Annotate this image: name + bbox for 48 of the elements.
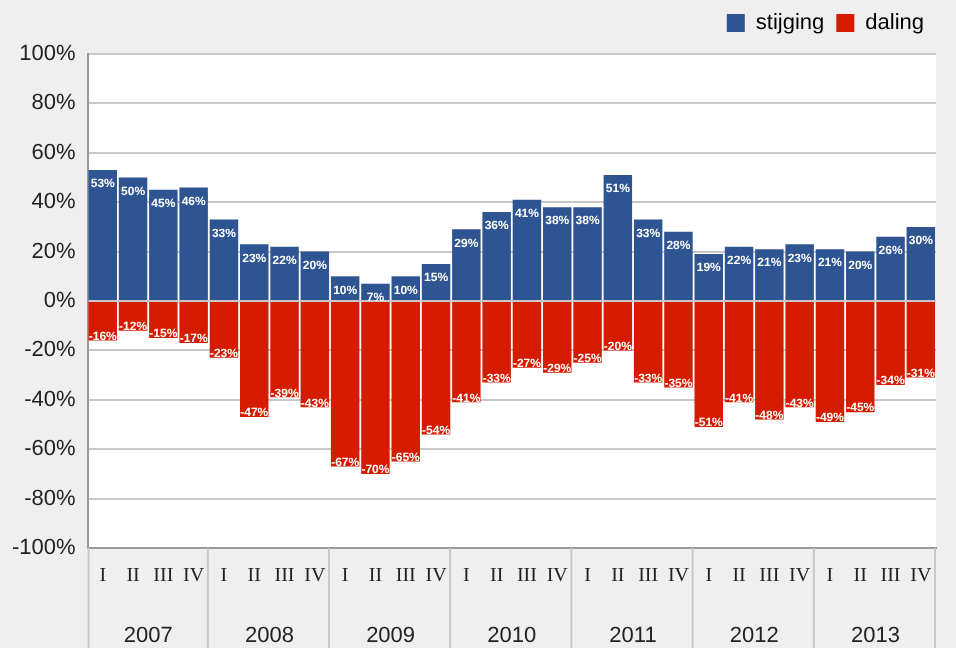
x-tick-label: III: [153, 565, 174, 588]
x-tick-label: IV: [910, 565, 933, 588]
legend-label: daling: [865, 11, 924, 36]
y-tick-label: 100%: [19, 42, 77, 67]
y-tick-label: -80%: [24, 486, 77, 511]
x-tick-label: I: [341, 565, 349, 588]
x-tick-label: IV: [183, 565, 206, 588]
x-tick-label: I: [220, 565, 228, 588]
x-tick-label: II: [732, 565, 746, 588]
text: 2013: [850, 624, 900, 648]
x-tick-label: II: [368, 565, 383, 588]
text: 2012: [729, 624, 779, 648]
y-tick-label: 80%: [31, 91, 76, 116]
x-tick-label: II: [853, 565, 867, 588]
y-tick-label: -100%: [12, 536, 77, 561]
text: 2010: [487, 624, 537, 648]
x-tick-label: III: [274, 565, 295, 588]
x-tick-label: I: [463, 565, 470, 588]
x-tick-label: I: [584, 565, 591, 588]
x-tick-label: III: [516, 565, 537, 588]
y-tick-label: 0%: [43, 289, 77, 314]
x-tick-label: III: [395, 565, 416, 588]
y-tick-label: 20%: [31, 239, 76, 264]
x-tick-label: IV: [304, 565, 327, 588]
x-tick-label: IV: [667, 565, 691, 588]
x-tick-label: III: [638, 565, 659, 588]
x-tick-label: IV: [789, 565, 812, 588]
x-tick-label: I: [826, 565, 834, 588]
x-tick-label: II: [247, 565, 261, 588]
x-tick-label: I: [705, 565, 713, 588]
y-tick-label: -40%: [24, 387, 77, 412]
text: 2009: [366, 624, 416, 648]
y-tick-label: 40%: [31, 190, 76, 215]
legend-label: stijging: [755, 11, 825, 36]
x-tick-label: I: [99, 565, 107, 588]
y-tick-label: 60%: [31, 140, 76, 165]
x-tick-label: II: [489, 565, 504, 588]
text: 2011: [609, 624, 657, 648]
y-tick-label: -60%: [24, 437, 77, 462]
text: 2007: [123, 624, 173, 648]
x-tick-label: IV: [425, 565, 449, 588]
y-tick-label: -20%: [24, 338, 77, 363]
x-tick-label: III: [880, 565, 901, 588]
x-tick-label: II: [126, 565, 140, 588]
x-tick-label: IV: [546, 565, 570, 588]
x-tick-label: II: [611, 565, 625, 588]
text: 2008: [244, 624, 294, 648]
x-tick-label: III: [759, 565, 780, 588]
